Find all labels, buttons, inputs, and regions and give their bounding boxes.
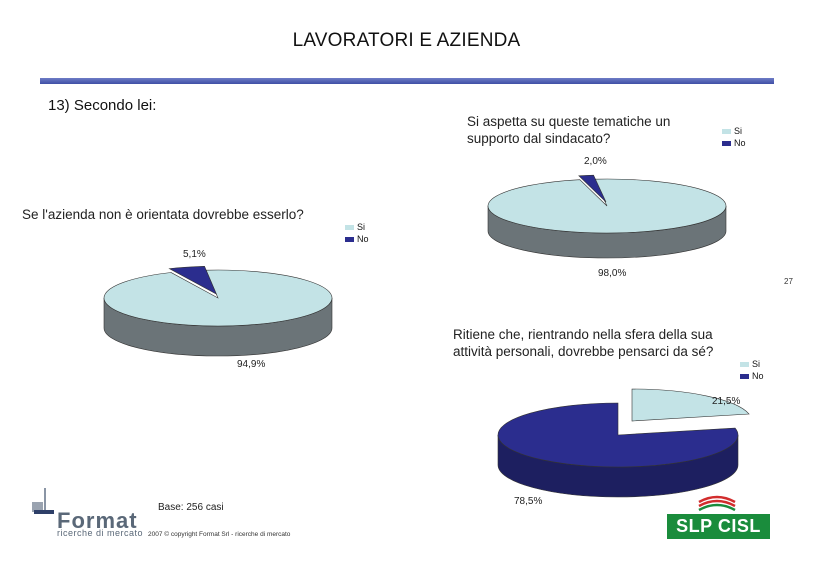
pie-1-slice-no (578, 174, 607, 203)
legend-entry-si: Si (345, 221, 369, 233)
pie-chart-1 (487, 174, 727, 259)
chart-2-label-no: 5,1% (183, 249, 206, 260)
legend-entry-si: Si (740, 358, 764, 370)
chart-3-legend: Si No (740, 358, 764, 382)
page-title: LAVORATORI E AZIENDA (292, 30, 521, 51)
legend-swatch-no (722, 140, 731, 146)
pie-3-slice-no (497, 402, 739, 468)
chart-2-title: Se l'azienda non è orientata dovrebbe es… (22, 207, 304, 222)
chart-1-title: Si aspetta su queste tematiche un suppor… (467, 114, 671, 146)
slp-cisl-logo: SLP CISL (667, 514, 770, 539)
legend-swatch-no (740, 373, 749, 379)
format-logo: Format (57, 508, 138, 533)
chart-2-label-si: 94,9% (237, 359, 266, 370)
question-number: 13) Secondo lei: (48, 97, 157, 114)
chart-2-legend: Si No (345, 221, 369, 245)
legend-entry-no: No (740, 370, 764, 382)
chart-1-legend: Si No (722, 125, 746, 149)
slp-wave-icon (698, 495, 736, 512)
title-rule (40, 78, 774, 84)
pie-chart-2 (103, 265, 333, 357)
pie-chart-3 (497, 388, 750, 498)
page-number: 27 (784, 277, 793, 286)
pie-1-slice-si (487, 178, 727, 234)
legend-entry-si: Si (722, 125, 746, 137)
chart-3-label-no: 78,5% (514, 496, 543, 507)
legend-swatch-si (740, 361, 749, 367)
pie-3-slice-si (631, 388, 750, 422)
chart-1-label-no: 2,0% (584, 156, 607, 167)
copyright-note: 2007 © copyright Format Srl - ricerche d… (148, 531, 291, 538)
legend-entry-no: No (345, 233, 369, 245)
format-logo-mark (32, 488, 54, 514)
legend-swatch-si (345, 224, 354, 230)
pie-2-slice-si (103, 269, 333, 327)
chart-1-label-si: 98,0% (598, 268, 627, 279)
chart-3-title: Ritiene che, rientrando nella sfera dell… (453, 327, 714, 359)
legend-entry-no: No (722, 137, 746, 149)
pie-2-slice-no (168, 265, 218, 295)
legend-swatch-si (722, 128, 731, 134)
chart-3-label-si: 21,5% (712, 396, 741, 407)
format-logo-sub: ricerche di mercato (57, 528, 144, 538)
legend-swatch-no (345, 236, 354, 242)
base-note: Base: 256 casi (158, 502, 224, 513)
